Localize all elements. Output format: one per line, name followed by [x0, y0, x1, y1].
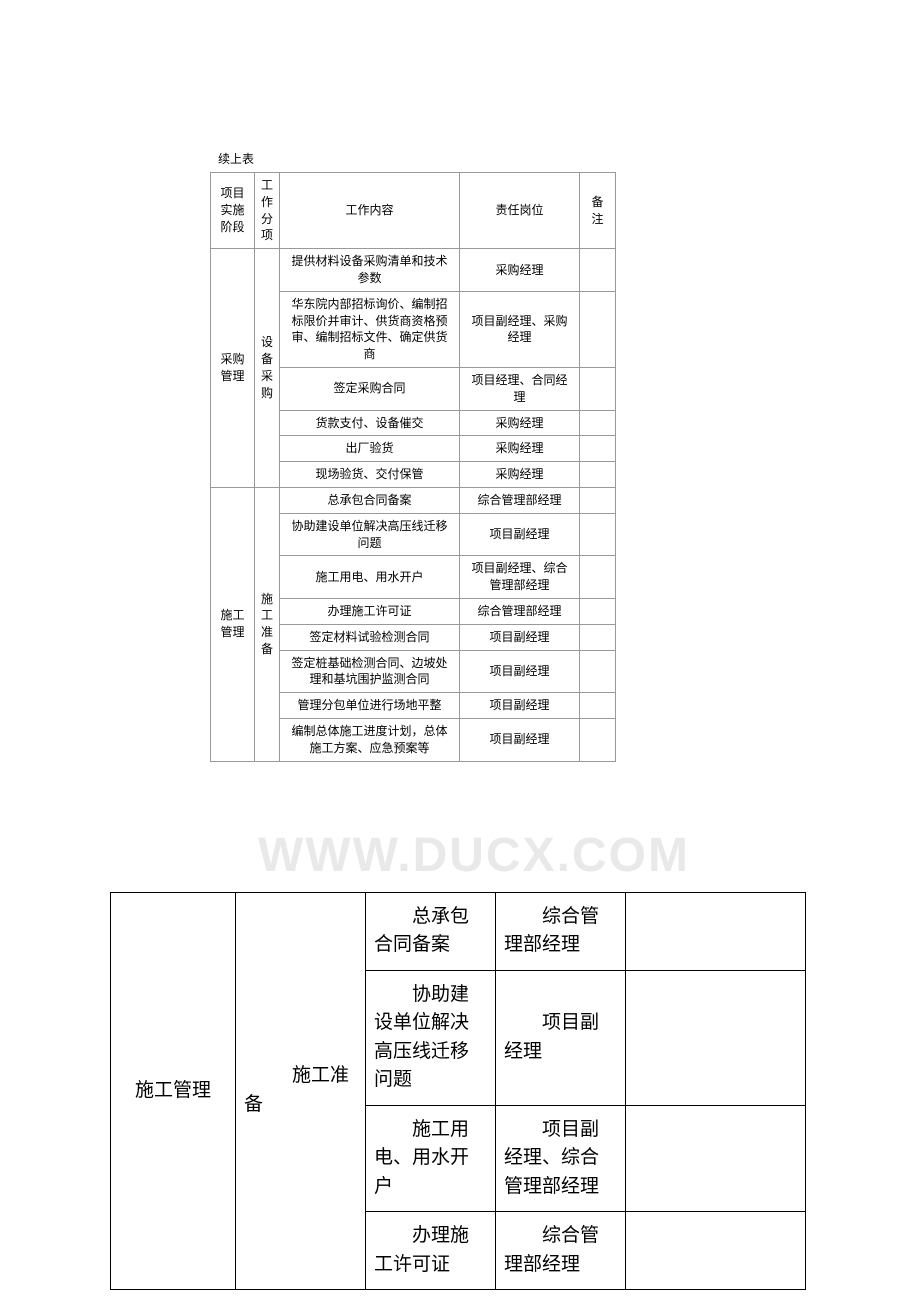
content-cell: 出厂验货 [280, 436, 460, 462]
category-cell: 施工准备 [255, 487, 280, 761]
content-cell: 总承包 合同备案 [366, 892, 496, 970]
remark-cell [626, 1105, 806, 1212]
header-remark: 备注 [580, 173, 616, 249]
responsible-cell: 综合管理部经理 [460, 487, 580, 513]
content-cell: 施工用 电、用水开户 [366, 1105, 496, 1212]
remark-cell [580, 693, 616, 719]
responsible-cell: 项目副经理 [460, 513, 580, 556]
responsible-cell: 项目副 经理 [496, 970, 626, 1105]
remark-cell [626, 970, 806, 1105]
responsible-cell: 项目副经理 [460, 624, 580, 650]
remark-cell [580, 556, 616, 599]
table-row: 采购管理 设备采购 提供材料设备采购清单和技术参数 采购经理 [211, 249, 616, 292]
remark-cell [626, 892, 806, 970]
table-row: 施工管理 施工准 备 总承包 合同备案 综合管 理部经理 [111, 892, 806, 970]
header-responsible: 责任岗位 [460, 173, 580, 249]
remark-cell [626, 1212, 806, 1290]
content-cell: 办理施 工许可证 [366, 1212, 496, 1290]
page-container: 续上表 项目实施阶段 工作分项 工作内容 责任岗位 备注 采购管理 设备采购 提… [0, 150, 920, 1290]
remark-cell [580, 718, 616, 761]
phase-cell: 施工管理 [211, 487, 255, 761]
phase-cell: 施工管理 [111, 892, 236, 1290]
remark-cell [580, 598, 616, 624]
responsible-cell: 综合管 理部经理 [496, 1212, 626, 1290]
responsible-cell: 综合管 理部经理 [496, 892, 626, 970]
responsible-cell: 采购经理 [460, 249, 580, 292]
responsible-cell: 项目副经理 [460, 718, 580, 761]
content-cell: 管理分包单位进行场地平整 [280, 693, 460, 719]
category-cell: 设备采购 [255, 249, 280, 488]
content-cell: 协助建设单位解决高压线迁移问题 [280, 513, 460, 556]
remark-cell [580, 367, 616, 410]
content-cell: 货款支付、设备催交 [280, 410, 460, 436]
top-table-section: 续上表 项目实施阶段 工作分项 工作内容 责任岗位 备注 采购管理 设备采购 提… [210, 150, 920, 762]
content-cell: 现场验货、交付保管 [280, 462, 460, 488]
content-cell: 提供材料设备采购清单和技术参数 [280, 249, 460, 292]
category-cell: 施工准 备 [236, 892, 366, 1290]
header-category: 工作分项 [255, 173, 280, 249]
content-cell: 签定桩基础检测合同、边坡处理和基坑围护监测合同 [280, 650, 460, 693]
remark-cell [580, 249, 616, 292]
remark-cell [580, 410, 616, 436]
responsible-cell: 采购经理 [460, 462, 580, 488]
content-cell: 施工用电、用水开户 [280, 556, 460, 599]
responsible-cell: 项目经理、合同经理 [460, 367, 580, 410]
responsible-cell: 综合管理部经理 [460, 598, 580, 624]
content-cell: 签定材料试验检测合同 [280, 624, 460, 650]
content-cell: 华东院内部招标询价、编制招标限价并审计、供货商资格预审、编制招标文件、确定供货商 [280, 291, 460, 367]
watermark-text: WWW.DUCX.COM [258, 828, 690, 883]
remark-cell [580, 291, 616, 367]
table-header-row: 项目实施阶段 工作分项 工作内容 责任岗位 备注 [211, 173, 616, 249]
responsible-cell: 项目副 经理、综合管理部经理 [496, 1105, 626, 1212]
table-row: 施工管理 施工准备 总承包合同备案 综合管理部经理 [211, 487, 616, 513]
content-cell: 编制总体施工进度计划，总体施工方案、应急预案等 [280, 718, 460, 761]
responsible-cell: 项目副经理 [460, 650, 580, 693]
remark-cell [580, 650, 616, 693]
remark-cell [580, 513, 616, 556]
content-cell: 总承包合同备案 [280, 487, 460, 513]
responsible-cell: 采购经理 [460, 410, 580, 436]
content-cell: 办理施工许可证 [280, 598, 460, 624]
content-cell: 签定采购合同 [280, 367, 460, 410]
content-cell: 协助建 设单位解决高压线迁移问题 [366, 970, 496, 1105]
responsible-cell: 项目副经理、采购经理 [460, 291, 580, 367]
bottom-table: 施工管理 施工准 备 总承包 合同备案 综合管 理部经理 协助建 [110, 892, 806, 1291]
responsible-cell: 采购经理 [460, 436, 580, 462]
responsible-cell: 项目副经理 [460, 693, 580, 719]
remark-cell [580, 624, 616, 650]
top-table: 项目实施阶段 工作分项 工作内容 责任岗位 备注 采购管理 设备采购 提供材料设… [210, 172, 616, 762]
top-table-caption: 续上表 [218, 150, 920, 167]
header-phase: 项目实施阶段 [211, 173, 255, 249]
header-content: 工作内容 [280, 173, 460, 249]
remark-cell [580, 462, 616, 488]
remark-cell [580, 487, 616, 513]
bottom-table-section: 施工管理 施工准 备 总承包 合同备案 综合管 理部经理 协助建 [110, 892, 920, 1291]
remark-cell [580, 436, 616, 462]
responsible-cell: 项目副经理、综合管理部经理 [460, 556, 580, 599]
phase-cell: 采购管理 [211, 249, 255, 488]
